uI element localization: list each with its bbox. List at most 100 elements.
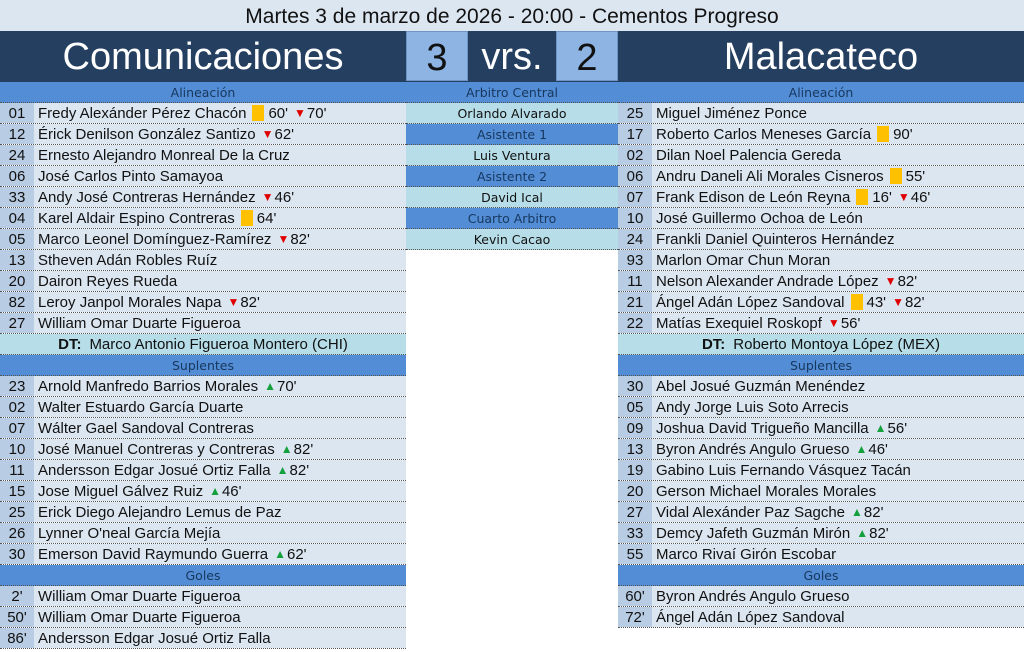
player-name: Emerson David Raymundo Guerra ▲ 62' xyxy=(34,544,406,564)
player-number: 20 xyxy=(0,271,34,291)
player-row: 60' Byron Andrés Angulo Grueso xyxy=(618,586,1024,607)
player-number: 33 xyxy=(618,523,652,543)
player-row: 01 Fredy Alexánder Pérez Chacón 60' ▼ 70' xyxy=(0,103,406,124)
player-name: Frankli Daniel Quinteros Hernández xyxy=(652,229,1024,249)
event-minute: 82' xyxy=(240,293,260,311)
player-number: 86' xyxy=(0,628,34,648)
sub-in-icon: ▲ xyxy=(280,441,293,456)
event-minute: 55' xyxy=(905,167,926,185)
player-number: 02 xyxy=(618,145,652,165)
player-name: José Carlos Pinto Samayoa xyxy=(34,166,406,186)
player-name: José Manuel Contreras y Contreras ▲ 82' xyxy=(34,439,406,459)
player-name: Demcy Jafeth Guzmán Mirón ▲ 82' xyxy=(652,523,1024,543)
event-minute: 82' xyxy=(897,272,918,290)
player-name: Miguel Jiménez Ponce xyxy=(652,103,1024,123)
player-number: 27 xyxy=(618,502,652,522)
referee-role: Arbitro Central xyxy=(406,82,618,103)
referee-name: David Ical xyxy=(406,187,618,208)
player-name-text: Frank Edison de León Reyna xyxy=(656,188,851,206)
yellow-card-icon xyxy=(850,294,863,310)
player-row: 27 William Omar Duarte Figueroa xyxy=(0,313,406,334)
player-row: 06 José Carlos Pinto Samayoa xyxy=(0,166,406,187)
event-minute: 82' xyxy=(904,293,925,311)
player-number: 22 xyxy=(618,313,652,333)
player-row: 15 Jose Miguel Gálvez Ruiz ▲ 46' xyxy=(0,481,406,502)
player-number: 04 xyxy=(0,208,34,228)
home-team-column: Alineación 01 Fredy Alexánder Pérez Chacón… xyxy=(0,82,406,649)
player-row: 25 Miguel Jiménez Ponce xyxy=(618,103,1024,124)
section-header: Suplentes xyxy=(618,355,1024,376)
player-row: 13 Stheven Adán Robles Ruíz xyxy=(0,250,406,271)
player-name-text: Marco Rivaí Girón Escobar xyxy=(656,545,837,563)
event-minute: 64' xyxy=(256,209,277,227)
referee-name: Luis Ventura xyxy=(406,145,618,166)
player-name: Byron Andrés Angulo Grueso xyxy=(652,586,1024,606)
sub-in-icon: ▲ xyxy=(274,546,286,561)
player-row: 02 Dilan Noel Palencia Gereda xyxy=(618,145,1024,166)
player-row: 86' Andersson Edgar Josué Ortiz Falla xyxy=(0,628,406,649)
player-name-text: Stheven Adán Robles Ruíz xyxy=(38,251,218,269)
event-minute: 70' xyxy=(276,377,297,395)
player-number: 06 xyxy=(618,166,652,186)
yellow-card-icon xyxy=(856,189,869,205)
player-name-text: Matías Exequiel Roskopf xyxy=(656,314,822,332)
player-name-text: Ángel Adán López Sandoval xyxy=(656,293,845,311)
player-row: 20 Gerson Michael Morales Morales xyxy=(618,481,1024,502)
player-row: 50' William Omar Duarte Figueroa xyxy=(0,607,406,628)
event-minute: 46' xyxy=(221,482,242,500)
event-minute: 90' xyxy=(893,125,913,143)
player-number: 25 xyxy=(618,103,652,123)
player-name-text: Emerson David Raymundo Guerra xyxy=(38,545,269,563)
player-row: 07 Frank Edison de León Reyna 16' ▼ 46' xyxy=(618,187,1024,208)
player-name: Marco Leonel Domínguez-Ramírez ▼ 82' xyxy=(34,229,406,249)
player-name-text: Frankli Daniel Quinteros Hernández xyxy=(656,230,895,248)
player-row: 55 Marco Rivaí Girón Escobar xyxy=(618,544,1024,565)
scoreboard: Comunicaciones 3 vrs. 2 Malacateco xyxy=(0,31,1024,82)
coach-label: DT: xyxy=(58,336,82,353)
player-name-text: Gerson Michael Morales Morales xyxy=(656,482,877,500)
player-name-text: Joshua David Trigueño Mancilla xyxy=(656,419,869,437)
player-number: 13 xyxy=(618,439,652,459)
player-row: 33 Demcy Jafeth Guzmán Mirón ▲ 82' xyxy=(618,523,1024,544)
coach-name: Marco Antonio Figueroa Montero (CHI) xyxy=(89,336,348,353)
player-name-text: William Omar Duarte Figueroa xyxy=(38,608,241,626)
event-minute: 46' xyxy=(868,440,888,458)
player-row: 22 Matías Exequiel Roskopf ▼ 56' xyxy=(618,313,1024,334)
player-row: 72' Ángel Adán López Sandoval xyxy=(618,607,1024,628)
event-minute: 62' xyxy=(274,125,295,143)
yellow-card-icon xyxy=(240,210,253,226)
player-row: 10 José Guillermo Ochoa de León xyxy=(618,208,1024,229)
sub-out-icon: ▼ xyxy=(884,273,897,288)
player-name: Gerson Michael Morales Morales xyxy=(652,481,1024,501)
player-number: 20 xyxy=(618,481,652,501)
player-name: Dilan Noel Palencia Gereda xyxy=(652,145,1024,165)
player-name-text: Karel Aldair Espino Contreras xyxy=(38,209,235,227)
event-minute: 56' xyxy=(840,314,861,332)
player-name: Wálter Gael Sandoval Contreras xyxy=(34,418,406,438)
player-name-text: Dilan Noel Palencia Gereda xyxy=(656,146,842,164)
player-number: 26 xyxy=(0,523,34,543)
player-name-text: Miguel Jiménez Ponce xyxy=(656,104,807,122)
referees-column: Arbitro Central Orlando Alvarado Asistente… xyxy=(406,82,618,250)
player-name-text: Roberto Carlos Meneses García xyxy=(656,125,872,143)
player-row: 21 Ángel Adán López Sandoval 43' ▼ 82' xyxy=(618,292,1024,313)
sub-out-icon: ▼ xyxy=(261,189,274,204)
player-name: Abel Josué Guzmán Menéndez xyxy=(652,376,1024,396)
coach-name: Roberto Montoya López (MEX) xyxy=(733,336,941,353)
sub-out-icon: ▼ xyxy=(294,105,306,120)
player-name-text: Ernesto Alejandro Monreal De la Cruz xyxy=(38,146,290,164)
player-name-text: José Carlos Pinto Samayoa xyxy=(38,167,224,185)
player-number: 17 xyxy=(618,124,652,144)
player-name-text: Erick Diego Alejandro Lemus de Paz xyxy=(38,503,282,521)
player-row: 82 Leroy Janpol Morales Napa ▼ 82' xyxy=(0,292,406,313)
player-row: 12 Érick Denilson González Santizo ▼ 62' xyxy=(0,124,406,145)
player-number: 19 xyxy=(618,460,652,480)
player-name: Andersson Edgar Josué Ortiz Falla xyxy=(34,628,406,648)
player-name-text: Marlon Omar Chun Moran xyxy=(656,251,831,269)
player-row: 30 Emerson David Raymundo Guerra ▲ 62' xyxy=(0,544,406,565)
player-row: 24 Frankli Daniel Quinteros Hernández xyxy=(618,229,1024,250)
player-name-text: Wálter Gael Sandoval Contreras xyxy=(38,419,254,437)
event-minute: 82' xyxy=(289,461,310,479)
away-team-name: Malacateco xyxy=(723,36,919,78)
player-name: Fredy Alexánder Pérez Chacón 60' ▼ 70' xyxy=(34,103,406,123)
